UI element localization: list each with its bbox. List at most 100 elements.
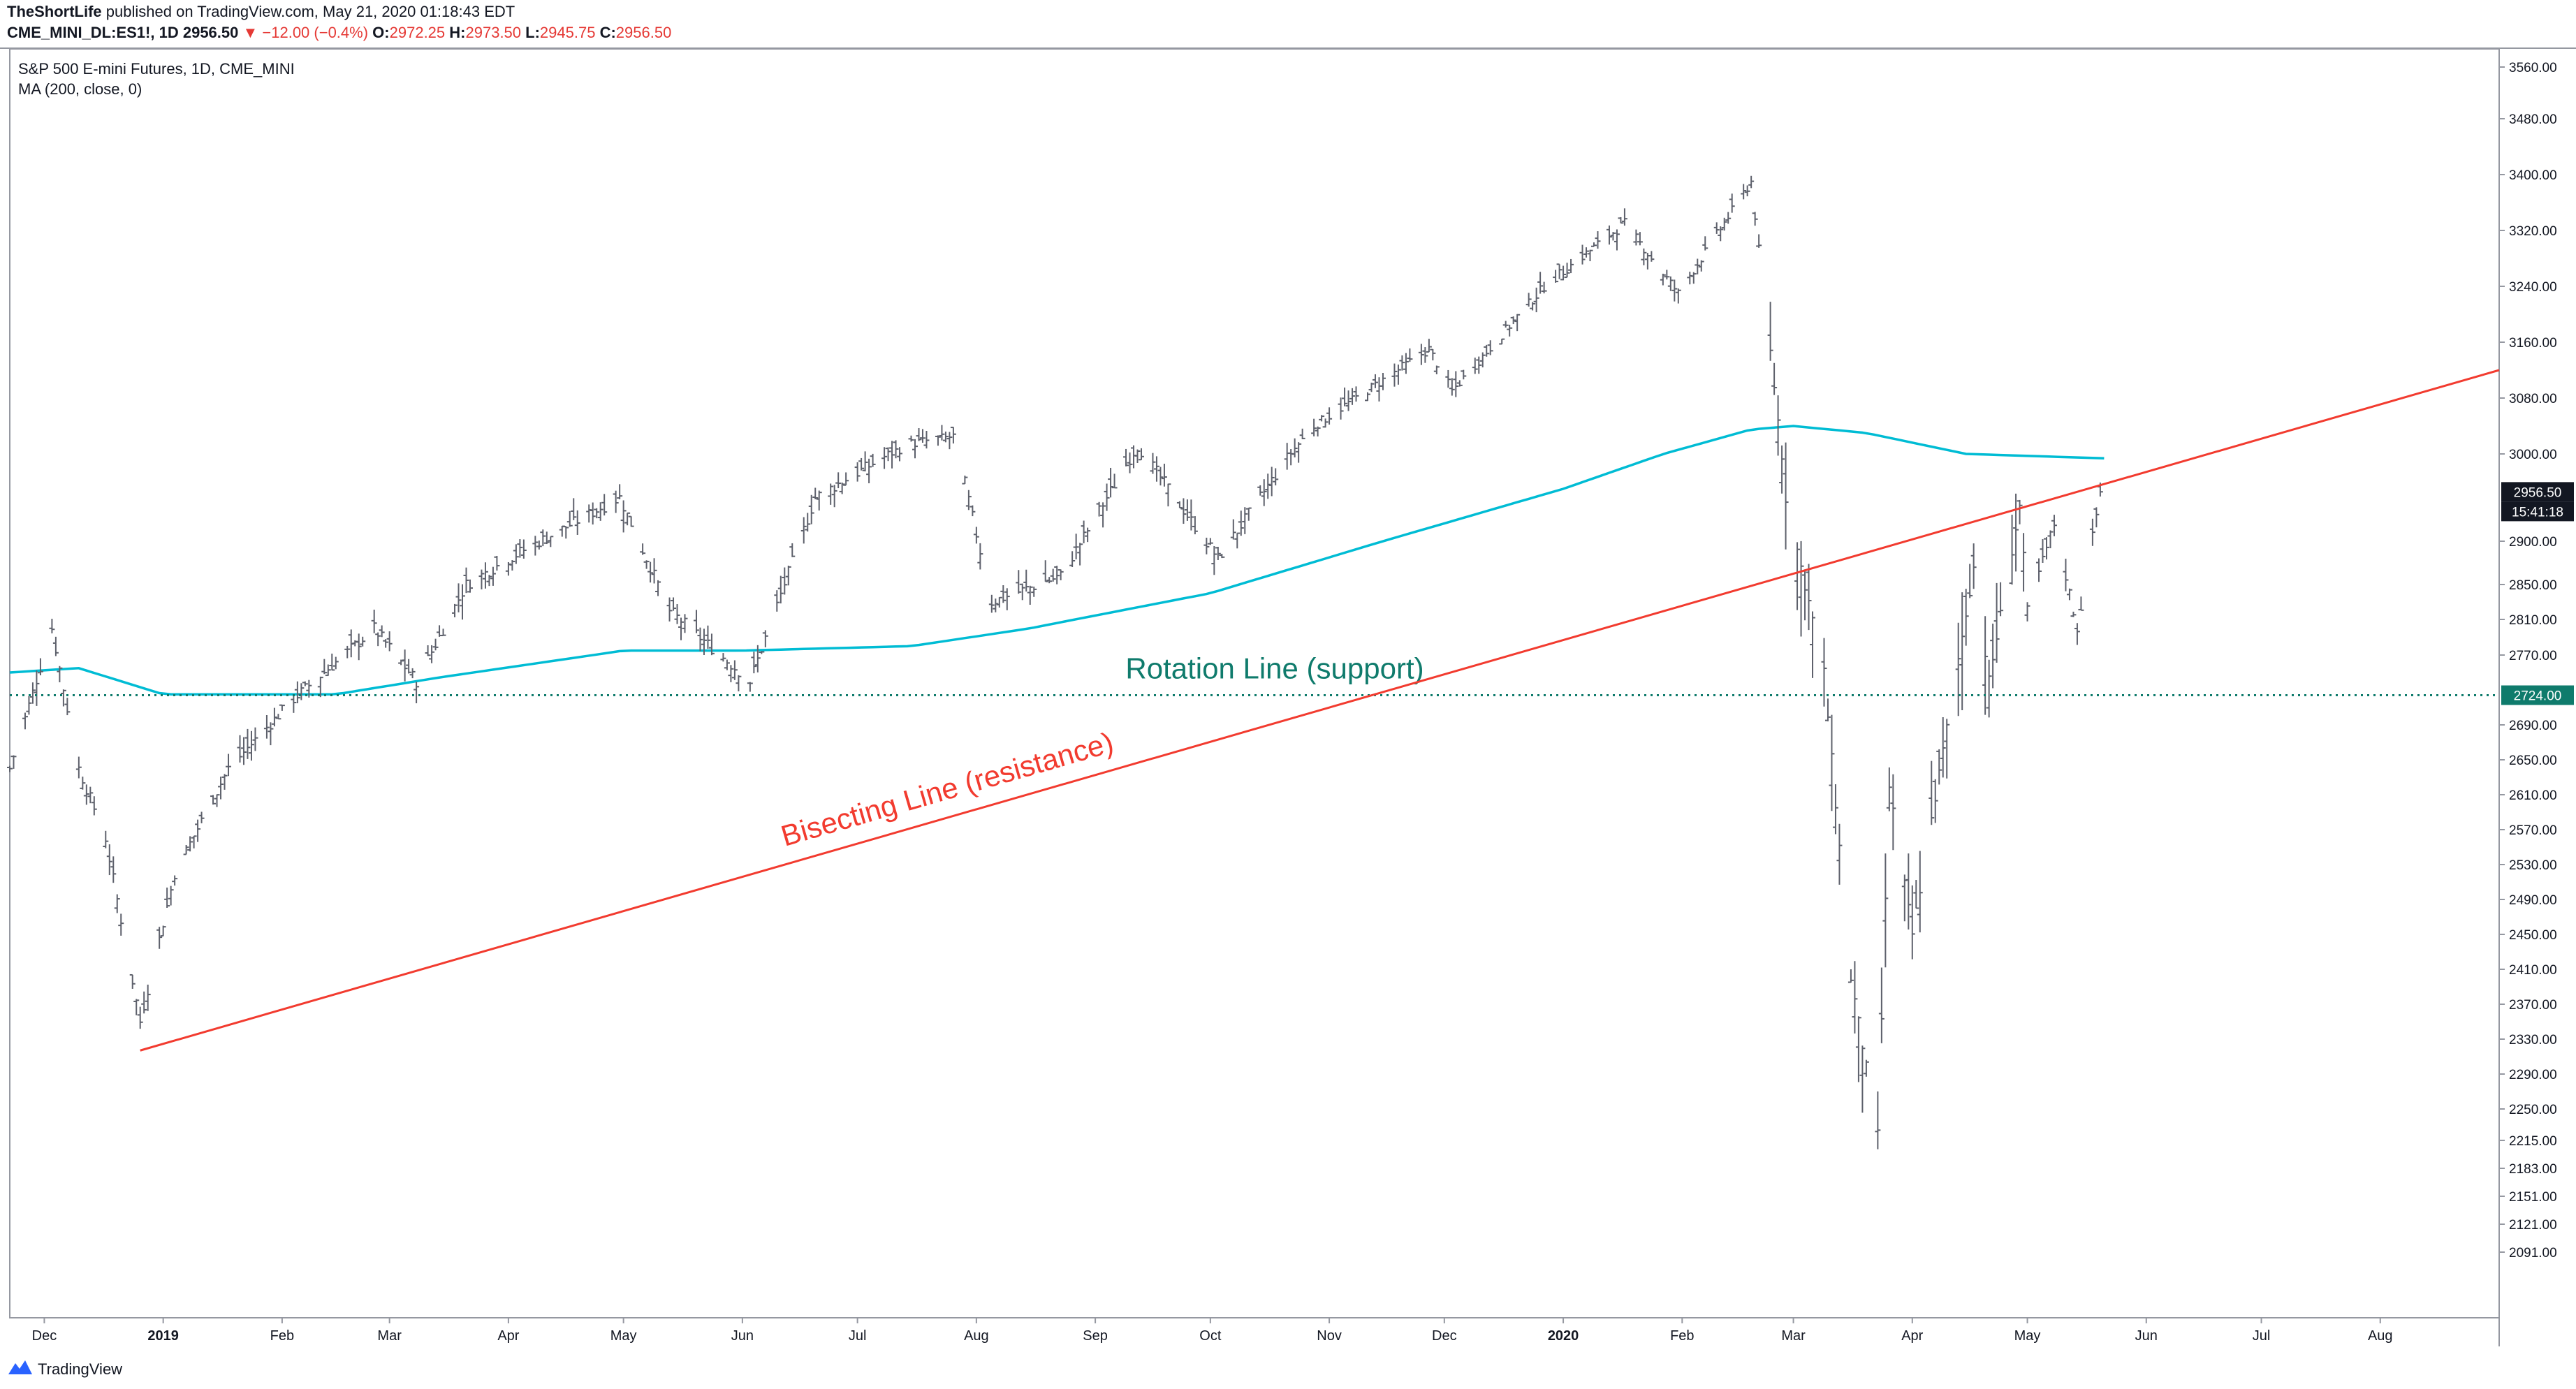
series-title[interactable]: S&P 500 E-mini Futures, 1D, CME_MINI: [18, 60, 295, 78]
ohlc-bar: [478, 569, 485, 589]
ohlc-bar: [1560, 265, 1567, 281]
ohlc-bar: [141, 991, 147, 1014]
ohlc-bar: [1637, 232, 1643, 246]
ohlc-bar: [816, 490, 822, 511]
ohlc-bar: [1806, 564, 1812, 631]
x-tick-label: Jun: [2135, 1328, 2158, 1344]
ohlc-bar: [566, 510, 573, 527]
ohlc-bar: [1970, 543, 1977, 589]
rotation-line-label[interactable]: Rotation Line (support): [1125, 652, 1424, 685]
ohlc-bar: [1150, 453, 1156, 474]
ohlc-bar: [22, 712, 28, 730]
ohlc-bar: [697, 627, 703, 652]
ohlc-bar: [103, 830, 109, 848]
ohlc-bar: [1261, 479, 1267, 506]
ohlc-bar: [1345, 390, 1352, 411]
ohlc-bar: [1698, 260, 1704, 272]
ohlc-bar: [183, 844, 189, 855]
close-label: C:: [599, 24, 616, 41]
ohlc-bar: [2024, 602, 2030, 622]
x-tick-label: Dec: [32, 1328, 57, 1344]
ohlc-bar: [7, 765, 13, 772]
ohlc-bar: [1955, 622, 1961, 716]
price-chart[interactable]: Rotation Line (support)2724.00Bisecting …: [0, 49, 2576, 1346]
ohlc-bar: [1368, 382, 1375, 392]
author-name[interactable]: TheShortLife: [7, 3, 102, 20]
ohlc-bar: [1836, 823, 1843, 885]
x-tick-label: Feb: [1670, 1328, 1694, 1344]
tradingview-logo-icon[interactable]: [7, 1359, 34, 1376]
ohlc-bar: [406, 659, 412, 674]
ohlc-bar: [1188, 499, 1194, 531]
y-tick-label: 2121.00: [2509, 1218, 2557, 1233]
ohlc-bar: [1507, 325, 1513, 337]
y-tick-label: 2770.00: [2509, 649, 2557, 663]
ohlc-bar: [1180, 498, 1187, 524]
ma-200-line[interactable]: [9, 425, 2105, 696]
ohlc-bar: [731, 660, 738, 680]
ohlc-bar: [708, 633, 715, 656]
ohlc-bar: [1852, 961, 1858, 1034]
ohlc-bar: [1859, 1045, 1866, 1113]
bisecting-line[interactable]: [140, 369, 2500, 1052]
ohlc-bar: [168, 885, 174, 906]
ohlc-bar: [1234, 532, 1241, 549]
ohlc-bar: [1855, 1016, 1861, 1082]
ohlc-bar: [862, 451, 868, 472]
ohlc-bar: [156, 927, 163, 949]
ohlc-bar: [1633, 229, 1639, 246]
ohlc-bar: [172, 875, 178, 886]
ohlc-bar: [80, 777, 86, 790]
ohlc-bar: [1230, 519, 1236, 540]
x-tick-label: May: [2014, 1328, 2041, 1344]
ohlc-bar: [1556, 263, 1563, 279]
ohlc-bar: [1959, 592, 1966, 710]
ohlc-bar: [1583, 247, 1590, 258]
symbol-label[interactable]: CME_MINI_DL:ES1!, 1D: [7, 24, 179, 41]
ohlc-bar: [198, 811, 205, 823]
ohlc-bar: [106, 844, 112, 876]
ohlc-bar: [1564, 263, 1570, 279]
ohlc-bar: [1353, 386, 1359, 402]
ohlc-bar: [1533, 287, 1539, 313]
ohlc-bar: [1319, 415, 1325, 422]
ohlc-bar: [601, 494, 608, 516]
ohlc-bar: [414, 682, 420, 704]
x-tick-label: Aug: [2368, 1328, 2393, 1344]
tradingview-brand[interactable]: TradingView: [38, 1360, 123, 1378]
y-tick-label: 2151.00: [2509, 1190, 2557, 1205]
ohlc-bar: [1886, 767, 1892, 811]
ohlc-bar: [1031, 587, 1037, 597]
ohlc-bar: [1606, 225, 1612, 245]
y-tick-label: 2330.00: [2509, 1033, 2557, 1048]
ohlc-bar: [360, 636, 366, 647]
ohlc-bar: [375, 632, 381, 647]
ohlc-bar: [517, 539, 523, 558]
ohlc-bar: [624, 512, 631, 526]
ohlc-bar: [226, 754, 232, 777]
ohlc-bar: [383, 639, 389, 648]
ohlc-bar: [1445, 369, 1451, 388]
ohlc-bar: [1372, 374, 1378, 388]
ohlc-bar: [977, 543, 983, 570]
y-tick-label: 3240.00: [2509, 280, 2557, 295]
x-tick-label: Dec: [1432, 1328, 1457, 1344]
ma-indicator-title[interactable]: MA (200, close, 0): [18, 80, 142, 98]
ohlc-bar: [34, 670, 40, 706]
ohlc-bar: [1541, 281, 1547, 294]
ohlc-bar: [1050, 568, 1056, 582]
ohlc-bar: [294, 681, 300, 704]
ohlc-bar: [1479, 352, 1486, 368]
y-tick-label: 3400.00: [2509, 168, 2557, 183]
ohlc-bar: [969, 505, 976, 517]
ohlc-bar: [2070, 611, 2077, 617]
ohlc-bar: [1449, 378, 1455, 396]
ohlc-bar: [1127, 452, 1133, 473]
ohlc-bar: [1426, 339, 1432, 353]
ohlc-bar: [1000, 585, 1007, 603]
ohlc-bar: [1311, 418, 1317, 436]
ohlc-bar: [60, 689, 66, 707]
ohlc-bar: [1139, 448, 1144, 461]
ohlc-bar: [800, 517, 807, 544]
ohlc-bar: [1667, 276, 1674, 291]
